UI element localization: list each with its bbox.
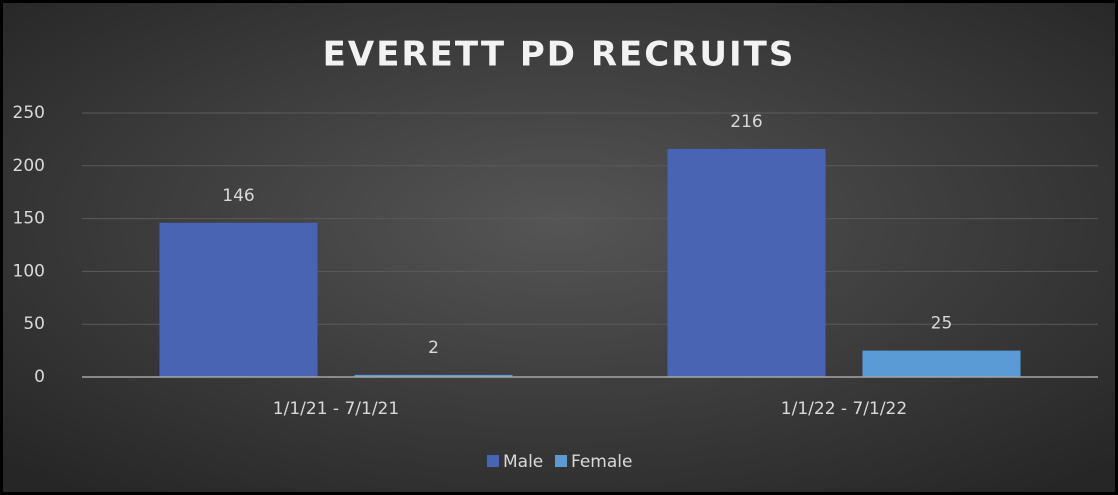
y-tick-label: 50 <box>23 314 45 334</box>
legend-swatch <box>555 455 567 467</box>
y-tick-label: 100 <box>13 261 45 281</box>
data-label: 25 <box>931 314 953 334</box>
data-label: 146 <box>222 186 254 206</box>
y-tick-label: 200 <box>13 156 45 176</box>
bar <box>159 222 318 377</box>
legend-label: Male <box>503 452 543 472</box>
y-tick-label: 0 <box>34 367 45 387</box>
legend-swatch <box>487 455 499 467</box>
y-tick-label: 250 <box>13 103 45 123</box>
legend-label: Female <box>571 452 632 472</box>
data-label: 216 <box>730 112 762 132</box>
x-tick-label: 1/1/21 - 7/1/21 <box>273 399 399 419</box>
data-label: 2 <box>428 338 439 358</box>
chart-title: EVERETT PD RECRUITS <box>323 35 796 75</box>
x-tick-label: 1/1/22 - 7/1/22 <box>781 399 907 419</box>
y-tick-label: 150 <box>13 209 45 229</box>
bar <box>354 374 513 377</box>
bar <box>667 148 826 377</box>
bar <box>862 350 1021 377</box>
